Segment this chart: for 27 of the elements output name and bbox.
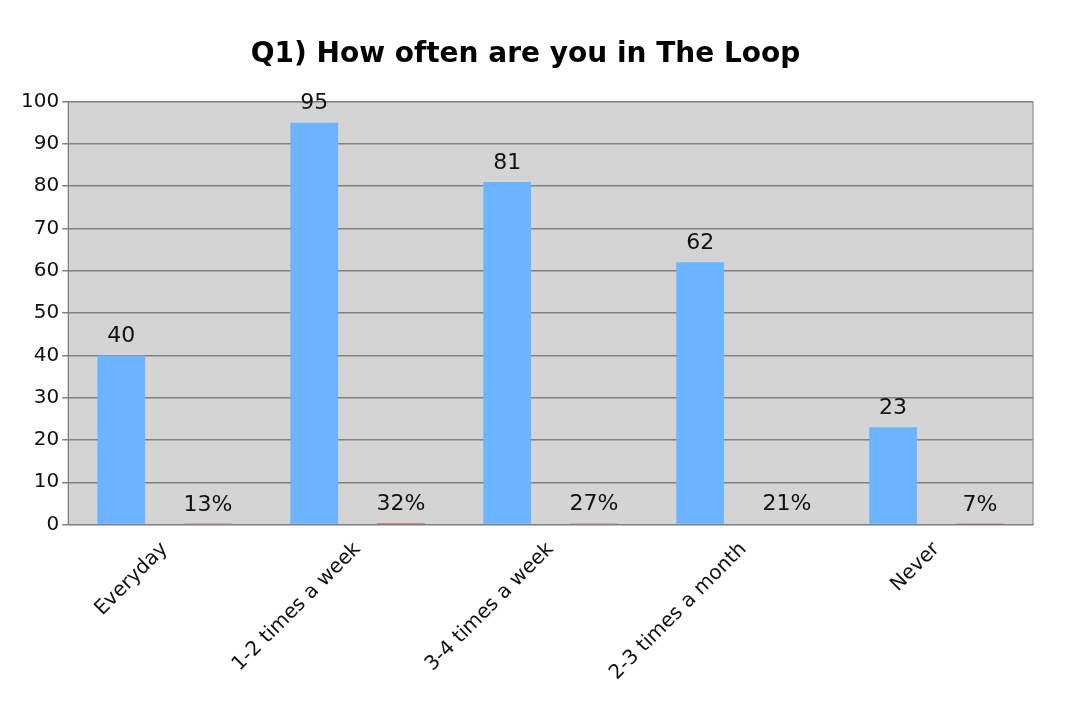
y-tick-label: 100 xyxy=(20,87,60,112)
bar xyxy=(676,262,725,524)
y-tick-label: 10 xyxy=(33,468,60,493)
bar xyxy=(483,181,532,524)
y-tick-label: 60 xyxy=(33,256,60,281)
y-tick-label: 20 xyxy=(33,426,60,451)
y-tick-label: 50 xyxy=(33,299,60,324)
data-label: 13% xyxy=(183,490,233,516)
bar xyxy=(290,122,339,524)
chart-title: Q1) How often are you in The Loop xyxy=(250,36,801,70)
data-label: 40 xyxy=(107,322,136,348)
data-label: 95 xyxy=(300,89,329,115)
data-label: 32% xyxy=(376,489,426,515)
y-tick-label: 40 xyxy=(33,341,60,366)
y-tick-label: 80 xyxy=(33,172,60,197)
data-label: 7% xyxy=(962,490,998,516)
y-tick-label: 90 xyxy=(33,130,60,155)
data-label: 21% xyxy=(762,490,812,516)
data-label: 27% xyxy=(569,490,619,516)
y-tick-label: 30 xyxy=(33,383,60,408)
y-tick-label: 0 xyxy=(46,510,60,535)
bar xyxy=(869,427,917,524)
y-tick-label: 70 xyxy=(33,214,60,239)
bar xyxy=(97,355,146,524)
data-label: 81 xyxy=(493,148,522,174)
data-label: 62 xyxy=(686,229,715,255)
data-label: 23 xyxy=(879,394,908,419)
